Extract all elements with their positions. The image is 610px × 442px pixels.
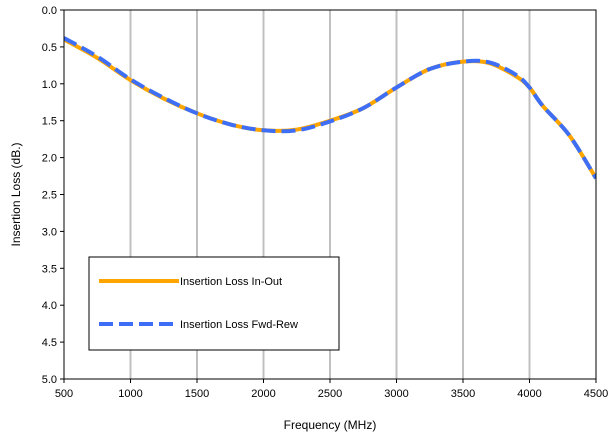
y-tick-label-1.5: 1.5 [42, 116, 57, 128]
y-tick-label-1.0: 1.0 [42, 79, 57, 91]
grid-lines [129, 10, 531, 379]
x-tick-label-4500: 4500 [584, 388, 608, 400]
x-axis-ticks: 500 1000 1500 2000 2500 3000 3500 4000 4500 [55, 379, 608, 400]
y-tick-label-3.0: 3.0 [42, 226, 57, 238]
legend-box [88, 256, 340, 351]
y-axis-ticks: 0.0 0.5 1.0 1.5 2.0 2.5 3.0 3.5 4.0 4.5 5.0 [42, 5, 64, 386]
x-tick-label-3000: 3000 [384, 388, 408, 400]
x-tick-label-2500: 2500 [318, 388, 342, 400]
y-tick-label-2.5: 2.5 [42, 190, 57, 202]
series-layer [64, 36, 596, 180]
y-tick-label-5.0: 5.0 [42, 374, 57, 386]
y-tick-label-0.5: 0.5 [42, 42, 57, 54]
x-tick-label-3500: 3500 [451, 388, 475, 400]
x-tick-label-500: 500 [55, 388, 73, 400]
x-tick-label-1500: 1500 [185, 388, 209, 400]
y-tick-label-4.0: 4.0 [42, 300, 57, 312]
legend: Insertion Loss In-Out Insertion Loss Fwd… [88, 256, 340, 351]
y-tick-label-0.0: 0.0 [42, 5, 57, 17]
y-axis-title: Insertion Loss (dB.) [9, 142, 23, 246]
y-tick-label-4.5: 4.5 [42, 337, 57, 349]
x-axis-title: Frequency (MHz) [284, 418, 377, 432]
series-line-fwd-rew [64, 36, 596, 180]
legend-label-in-out: Insertion Loss In-Out [180, 276, 282, 288]
x-tick-label-4000: 4000 [517, 388, 541, 400]
y-tick-label-3.5: 3.5 [42, 263, 57, 275]
x-tick-label-1000: 1000 [118, 388, 142, 400]
legend-label-fwd-rew: Insertion Loss Fwd-Rew [180, 319, 298, 331]
x-tick-label-2000: 2000 [251, 388, 275, 400]
y-tick-label-2.0: 2.0 [42, 153, 57, 165]
